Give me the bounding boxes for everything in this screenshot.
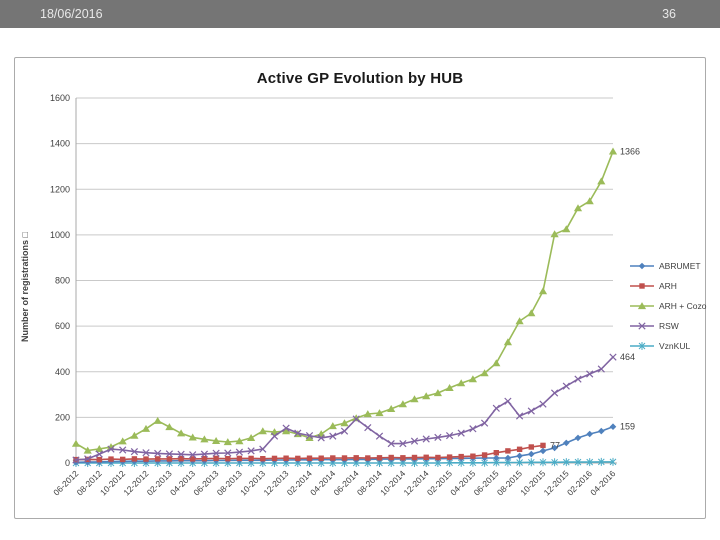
svg-text:1366: 1366	[620, 146, 640, 156]
chart-title: Active GP Evolution by HUB	[256, 70, 464, 87]
legend-label: ARH	[659, 281, 677, 291]
svg-text:600: 600	[55, 321, 70, 331]
legend-label: VznKUL	[659, 341, 691, 351]
chart-container: Active GP Evolution by HUB Number of reg…	[14, 57, 706, 519]
svg-text:0: 0	[65, 458, 70, 468]
svg-text:04-2016: 04-2016	[588, 468, 617, 497]
svg-text:1000: 1000	[50, 230, 70, 240]
legend-marker-icon	[630, 262, 654, 270]
legend-marker-icon	[630, 322, 654, 330]
legend-item-abrumet: ABRUMET	[629, 256, 705, 276]
legend-item-vznkul: VznKUL	[629, 336, 705, 356]
legend-item-arh: ARH	[629, 276, 705, 296]
svg-text:77: 77	[550, 440, 560, 450]
svg-text:800: 800	[55, 276, 70, 286]
header-date: 18/06/2016	[40, 7, 103, 21]
legend-marker-icon	[630, 283, 654, 289]
header-bar: 18/06/2016 36	[0, 0, 720, 28]
legend-label: RSW	[659, 321, 679, 331]
page-number: 36	[662, 7, 676, 21]
legend-label: ARH + Cozo	[659, 301, 707, 311]
svg-text:200: 200	[55, 412, 70, 422]
svg-text:400: 400	[55, 367, 70, 377]
line-chart-plot: 0200400600800100012001400160006-201208-2…	[50, 93, 640, 497]
chart-legend: ABRUMET ARH ARH + Cozo RSW VznKUL	[629, 256, 707, 356]
legend-item-arh-cozo: ARH + Cozo	[629, 296, 707, 316]
svg-text:159: 159	[620, 422, 635, 432]
legend-marker-icon	[630, 302, 654, 310]
svg-text:1600: 1600	[50, 93, 70, 103]
legend-marker-icon	[630, 342, 654, 350]
svg-text:464: 464	[620, 352, 635, 362]
legend-item-rsw: RSW	[629, 316, 705, 336]
legend-label: ABRUMET	[659, 261, 701, 271]
svg-text:1200: 1200	[50, 184, 70, 194]
svg-text:1400: 1400	[50, 139, 70, 149]
